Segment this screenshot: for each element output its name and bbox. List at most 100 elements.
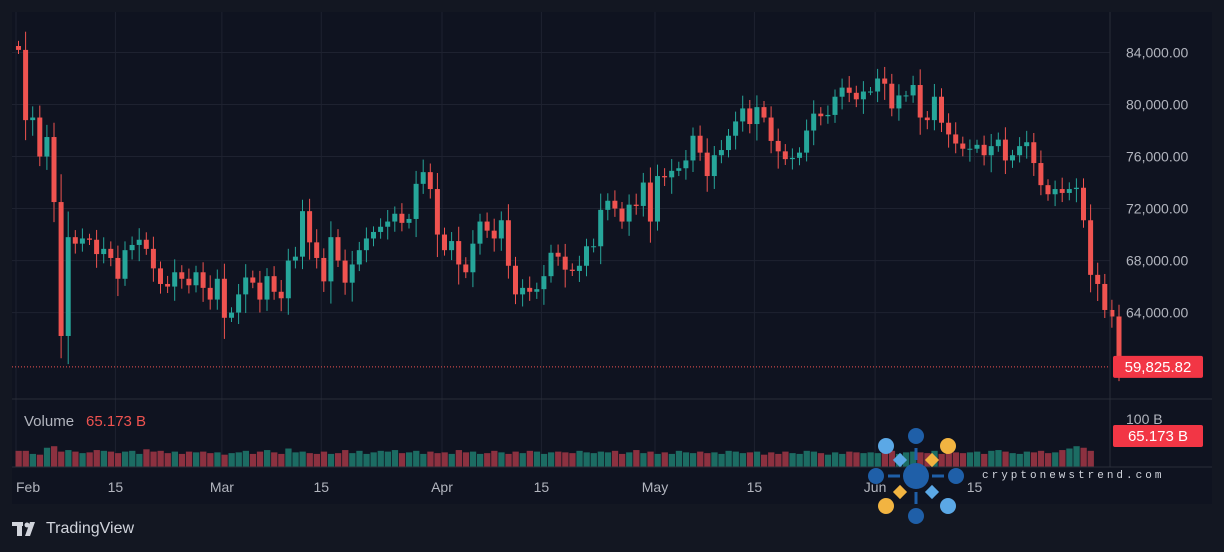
- candle-body: [917, 85, 923, 118]
- candle-body: [1095, 274, 1101, 284]
- volume-bar: [1023, 451, 1030, 467]
- volume-bar: [242, 450, 249, 467]
- volume-bar: [647, 451, 654, 467]
- candle-body: [356, 250, 362, 265]
- candle-body: [704, 152, 710, 177]
- candle-body: [633, 204, 639, 206]
- candle-body: [221, 278, 227, 318]
- volume-bar: [228, 453, 235, 467]
- volume-bar: [533, 451, 541, 467]
- volume-bar: [256, 451, 264, 467]
- candle-body: [1010, 155, 1015, 161]
- volume-bar: [633, 450, 640, 467]
- candle-body: [23, 49, 29, 121]
- candle-body: [825, 114, 831, 117]
- volume-bar: [690, 453, 697, 467]
- candle-body: [697, 135, 703, 153]
- volume-bar: [157, 450, 164, 467]
- candle-body: [271, 276, 277, 292]
- candle-body: [115, 257, 121, 279]
- volume-bar: [952, 452, 959, 467]
- candle-body: [477, 221, 483, 244]
- volume-bar: [718, 453, 725, 467]
- volume-bar: [1059, 450, 1066, 467]
- volume-bar: [1030, 452, 1038, 467]
- candle-body: [775, 140, 781, 152]
- candle-body: [51, 137, 57, 203]
- volume-bar: [107, 451, 115, 467]
- y-tick-label: 76,000.00: [1126, 149, 1188, 165]
- price-chart[interactable]: 84,000.00 80,000.00 76,000.00 72,000.00 68,0…: [12, 12, 1212, 504]
- candle-body: [896, 95, 902, 109]
- volume-bar: [796, 453, 803, 467]
- candle-body: [491, 230, 497, 239]
- candle-body: [513, 265, 518, 295]
- candle-body: [740, 108, 746, 122]
- brand-name[interactable]: TradingView: [46, 520, 135, 537]
- volume-bar: [93, 450, 100, 467]
- volume-bar: [746, 452, 754, 467]
- volume-bar: [619, 453, 626, 467]
- volume-bar: [469, 451, 477, 467]
- volume-bar: [264, 450, 271, 467]
- volume-bar: [484, 453, 491, 467]
- volume-bar: [803, 450, 810, 467]
- candle-body: [1024, 142, 1030, 147]
- candle-body: [605, 200, 611, 210]
- volume-bar: [505, 453, 512, 467]
- volume-bar: [136, 453, 143, 467]
- candle-body: [520, 287, 526, 295]
- candle-body: [30, 117, 36, 121]
- candle-body: [576, 265, 582, 271]
- candle-body: [385, 221, 391, 227]
- volume-bar: [398, 453, 406, 467]
- candle-body: [924, 117, 930, 121]
- chart-frame[interactable]: 84,000.00 80,000.00 76,000.00 72,000.00 68,0…: [12, 12, 1212, 504]
- candle-body: [392, 213, 398, 222]
- tradingview-logo-icon[interactable]: [12, 521, 40, 537]
- candle-body: [300, 211, 305, 257]
- candle-body: [307, 211, 313, 243]
- volume-bar: [974, 451, 981, 467]
- volume-bar: [207, 453, 214, 467]
- volume-bar: [455, 450, 462, 467]
- volume-bar: [129, 450, 136, 467]
- candle-body: [1017, 146, 1023, 156]
- candle-body: [449, 241, 455, 251]
- candle-body: [612, 200, 618, 209]
- volume-bar: [789, 453, 796, 467]
- candle-body: [349, 264, 355, 283]
- candle-body: [484, 221, 490, 231]
- candle-body: [1052, 189, 1058, 195]
- volume-legend-title: Volume: [24, 413, 74, 430]
- volume-bar: [1087, 450, 1094, 467]
- candle-body: [882, 78, 888, 84]
- candle-body: [584, 246, 589, 266]
- x-tick-label: Jun: [864, 479, 887, 495]
- candle-body: [910, 85, 916, 96]
- candle-body: [946, 122, 952, 135]
- y-tick-label: 80,000.00: [1126, 97, 1188, 113]
- candle-body: [683, 160, 689, 169]
- volume-bar: [342, 450, 349, 467]
- volume-bar: [512, 451, 519, 467]
- candle-body: [65, 237, 71, 336]
- x-tick-label: 15: [314, 479, 330, 495]
- footer: TradingView: [12, 516, 134, 542]
- candle-body: [378, 226, 384, 232]
- volume-bar: [775, 453, 782, 467]
- volume-bar: [604, 452, 612, 467]
- volume-bar: [498, 452, 505, 467]
- candle-body: [875, 78, 881, 92]
- candle-body: [562, 256, 568, 270]
- volume-bar: [72, 451, 79, 467]
- candle-body: [498, 220, 504, 239]
- volume-bar: [313, 453, 320, 467]
- volume-bar: [846, 451, 853, 467]
- volume-bar: [860, 453, 867, 467]
- volume-bar: [711, 452, 718, 467]
- candle-body: [463, 264, 469, 273]
- candle-body: [591, 246, 597, 248]
- candle-body: [1109, 309, 1115, 317]
- volume-bar: [43, 447, 51, 467]
